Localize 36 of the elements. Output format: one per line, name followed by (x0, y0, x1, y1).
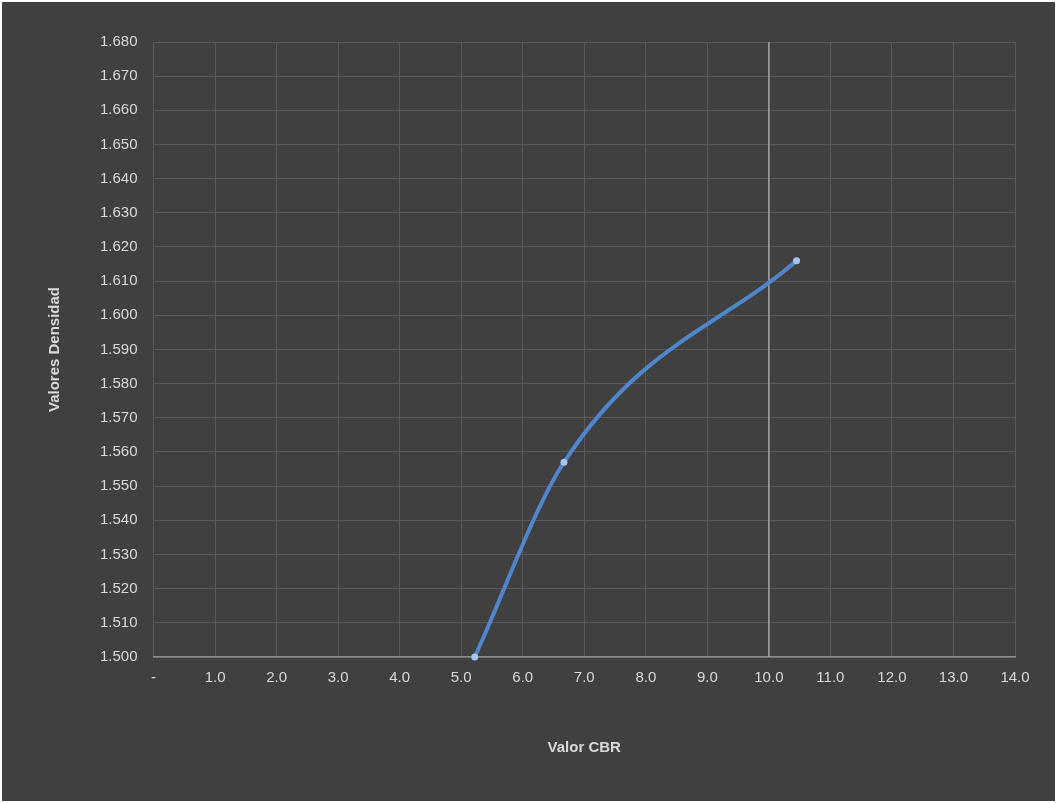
y-tick-label: 1.500 (99, 647, 138, 665)
x-axis-title: Valor CBR (547, 738, 622, 756)
x-tick-label: 2.0 (266, 668, 288, 686)
x-tick-label: 10.0 (754, 668, 784, 686)
y-tick-label: 1.680 (99, 32, 138, 50)
y-axis-title: Valores Densidad (45, 286, 63, 413)
y-tick-label: 1.550 (99, 476, 138, 494)
x-tick-label: 9.0 (696, 668, 718, 686)
y-tick-label: 1.540 (99, 510, 138, 528)
x-tick-label: 3.0 (327, 668, 349, 686)
x-tick-label: 14.0 (1000, 668, 1030, 686)
x-tick-label: 5.0 (450, 668, 472, 686)
y-tick-label: 1.670 (99, 66, 138, 84)
y-tick-label: 1.560 (99, 442, 138, 460)
x-tick-label: 7.0 (573, 668, 595, 686)
x-tick-label: 13.0 (938, 668, 969, 686)
x-tick-label: - (151, 668, 157, 686)
y-tick-label: 1.600 (99, 305, 138, 323)
y-tick-label: 1.610 (99, 271, 138, 289)
y-tick-label: 1.590 (99, 339, 138, 357)
y-tick-label: 1.570 (99, 407, 138, 425)
y-tick-label: 1.620 (99, 237, 138, 255)
y-tick-label: 1.630 (99, 202, 138, 220)
y-tick-label: 1.520 (99, 578, 138, 596)
x-tick-label: 4.0 (389, 668, 411, 686)
x-tick-label: 12.0 (877, 668, 907, 686)
x-tick-label: 6.0 (512, 668, 534, 686)
y-tick-label: 1.580 (99, 373, 138, 391)
x-tick-label: 11.0 (816, 668, 845, 686)
y-tick-label: 1.650 (99, 134, 138, 152)
x-tick-label: 1.0 (204, 668, 226, 686)
y-tick-label: 1.530 (99, 544, 138, 562)
x-tick-label: 8.0 (635, 668, 657, 686)
y-tick-label: 1.660 (99, 100, 138, 118)
y-tick-label: 1.640 (99, 168, 138, 186)
y-tick-label: 1.510 (99, 612, 138, 630)
